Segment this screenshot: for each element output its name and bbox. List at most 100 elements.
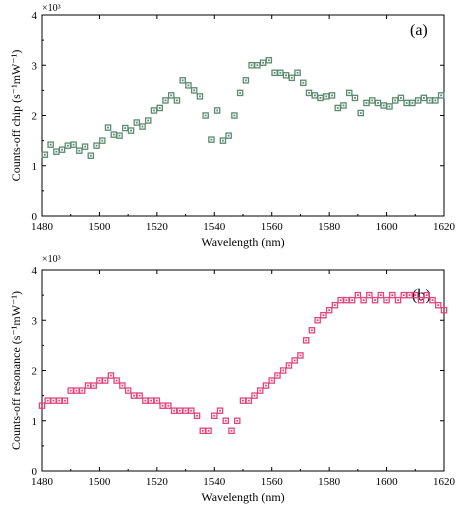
data-point-core [319, 97, 322, 99]
data-point [389, 291, 396, 299]
x-tick-label: 1540 [203, 476, 226, 488]
data-point-core [316, 319, 319, 322]
data-point-core [118, 134, 121, 137]
data-point [348, 296, 356, 304]
data-point [274, 372, 281, 379]
data-point-core [276, 374, 279, 377]
data-point [101, 377, 109, 384]
x-tick-label: 1600 [376, 476, 399, 488]
data-point-core [84, 145, 86, 148]
data-point-core [368, 294, 371, 297]
data-point [279, 367, 287, 374]
x-tick-label: 1560 [261, 221, 284, 233]
data-point [245, 397, 252, 404]
data-point-core [138, 394, 141, 397]
data-point-core [388, 105, 391, 108]
data-point [340, 102, 347, 109]
data-point [196, 93, 204, 100]
y-tick-label: 3 [32, 60, 38, 72]
data-point [291, 357, 298, 364]
data-point-core [78, 149, 81, 152]
data-point [167, 92, 175, 99]
data-point [76, 147, 83, 154]
data-point [205, 427, 212, 435]
data-point-core [176, 99, 178, 102]
y-tick-label: 2 [32, 111, 38, 123]
data-point-core [434, 99, 437, 102]
data-point-core [270, 379, 273, 382]
data-point [432, 97, 439, 104]
data-point [219, 137, 227, 144]
x-tick-label: 1600 [376, 221, 399, 233]
data-point-core [322, 314, 325, 317]
data-point-core [265, 384, 267, 387]
data-point-core [158, 107, 161, 109]
data-point-core [374, 299, 376, 302]
data-point [429, 296, 436, 304]
data-point [119, 382, 126, 389]
data-point-core [213, 414, 216, 417]
data-point-core [356, 294, 359, 297]
data-point-core [379, 294, 382, 297]
plot-frame [41, 14, 445, 217]
panel-label: (b) [412, 287, 431, 304]
data-point-core [161, 404, 164, 407]
data-point [300, 79, 307, 87]
data-point-core [115, 379, 118, 382]
data-point [113, 377, 120, 384]
data-point-core [417, 99, 420, 102]
data-point-core [132, 394, 135, 397]
data-point-core [61, 148, 63, 151]
data-point [331, 301, 339, 309]
data-point [81, 143, 89, 150]
data-point [225, 132, 232, 139]
data-point [288, 74, 296, 82]
data-point-core [242, 399, 244, 402]
data-point-core [164, 99, 167, 102]
data-point-core [210, 138, 213, 141]
data-point [61, 397, 69, 404]
data-point [38, 402, 46, 409]
data-point [320, 311, 327, 319]
data-point [234, 417, 241, 424]
data-point-core [305, 339, 308, 342]
data-point-core [262, 61, 264, 64]
data-point [242, 77, 250, 84]
x-tick-label: 1500 [88, 221, 111, 233]
data-point [345, 89, 353, 97]
data-point-core [244, 79, 247, 82]
y-tick-label: 4 [32, 10, 38, 22]
data-point [314, 316, 321, 324]
data-point [251, 392, 258, 399]
data-point [371, 296, 379, 304]
data-point-core [443, 309, 445, 312]
data-point-core [173, 409, 175, 412]
data-point [193, 412, 201, 419]
data-point [165, 402, 172, 409]
panel-label: (a) [410, 22, 428, 39]
data-point [308, 327, 316, 334]
y-tick-label: 2 [32, 366, 38, 378]
data-point-core [279, 71, 282, 74]
data-point [41, 151, 49, 158]
data-point [357, 109, 364, 117]
data-point-core [345, 299, 348, 302]
data-point-core [127, 389, 130, 392]
data-point-core [201, 429, 204, 432]
data-point [153, 397, 161, 404]
data-point-core [121, 384, 124, 387]
x-tick-label: 1480 [31, 221, 54, 233]
data-point-core [124, 127, 127, 129]
data-point-core [75, 389, 78, 392]
data-point-core [328, 309, 331, 312]
data-point-core [181, 79, 184, 82]
data-point-core [333, 304, 336, 307]
data-point [127, 127, 135, 134]
data-point-core [351, 299, 354, 302]
data-point [116, 132, 123, 139]
data-point [231, 112, 238, 119]
data-point-core [130, 129, 132, 132]
x-tick-label: 1580 [318, 476, 341, 488]
data-point-core [52, 399, 55, 402]
data-point [386, 103, 393, 110]
